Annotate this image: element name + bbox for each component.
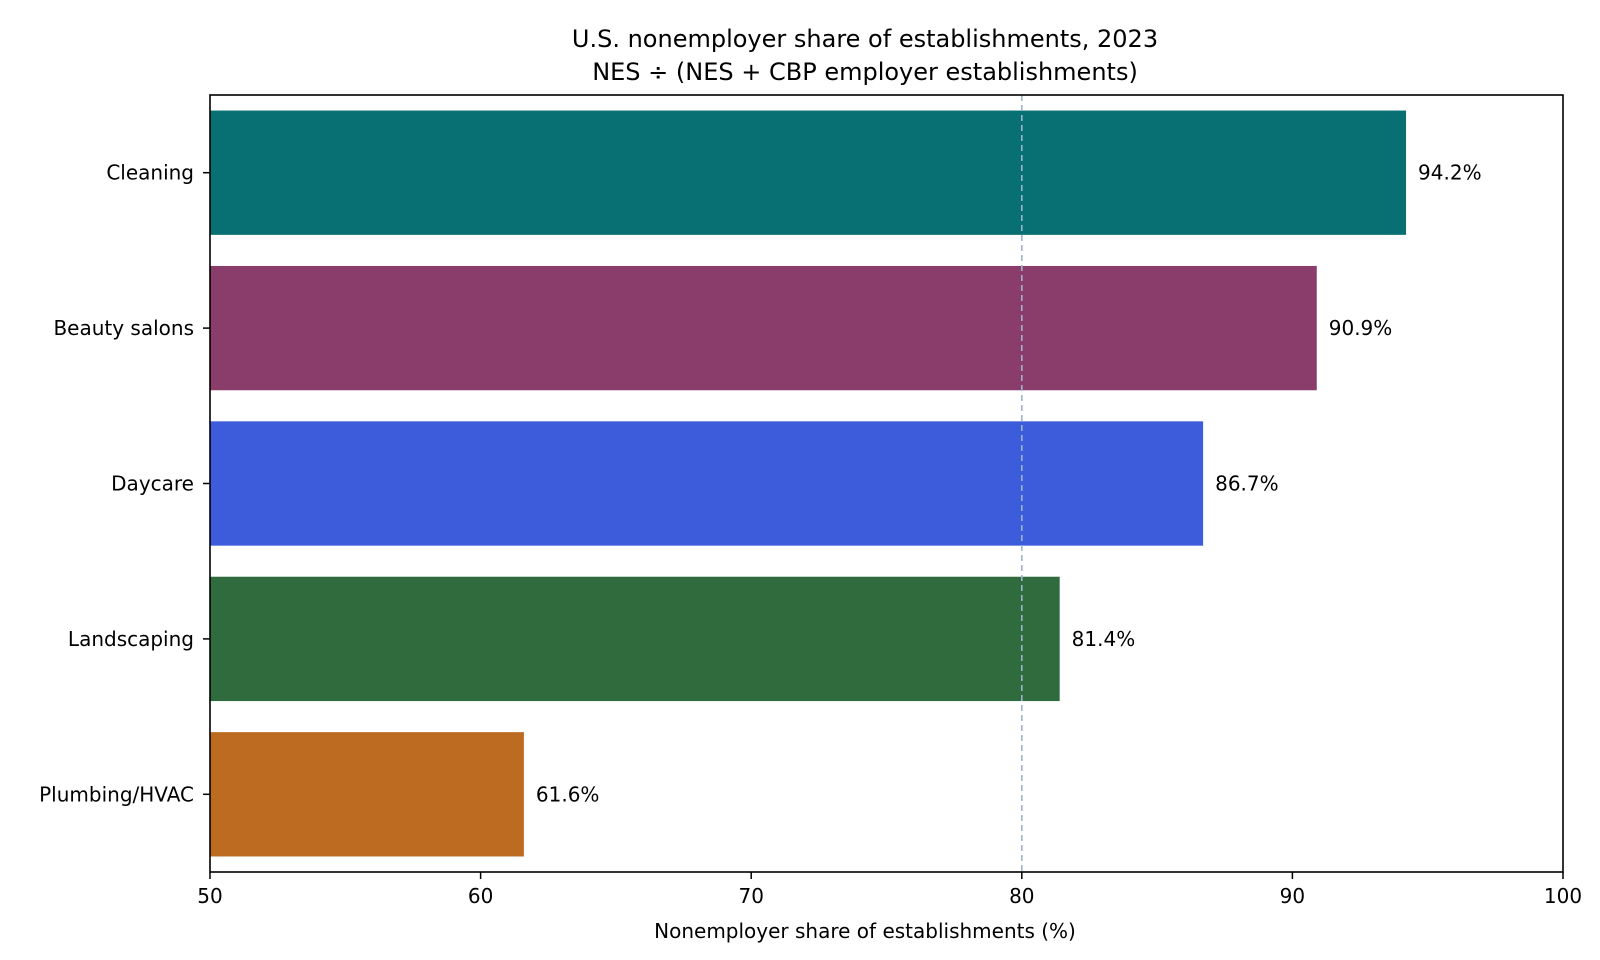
data-label: 94.2% (1418, 161, 1482, 185)
plot-frame (209, 94, 1564, 873)
x-tick-label: 100 (1544, 884, 1582, 908)
x-tick-label: 50 (197, 884, 222, 908)
x-tick-label: 90 (1280, 884, 1305, 908)
data-label: 90.9% (1329, 316, 1393, 340)
plot-area: 94.2% Cleaning 90.9% Beauty salons 86.7% Dayc… (39, 94, 1582, 908)
bar-cleaning (210, 110, 1407, 235)
x-tick-label: 80 (1009, 884, 1034, 908)
data-label: 86.7% (1215, 472, 1279, 496)
data-label: 81.4% (1072, 627, 1136, 651)
bar-plumbing-hvac (210, 732, 524, 857)
chart-subtitle: NES ÷ (NES + CBP employer establishments… (592, 58, 1138, 86)
bar-landscaping (210, 576, 1060, 702)
y-tick-label: Cleaning (106, 161, 194, 185)
chart-title: U.S. nonemployer share of establishments… (572, 25, 1158, 53)
y-tick-label: Landscaping (68, 627, 194, 651)
x-axis-label: Nonemployer share of establishments (%) (654, 919, 1076, 943)
data-label: 61.6% (536, 782, 600, 806)
bar-beauty-salons (210, 265, 1317, 391)
y-tick-label: Daycare (111, 472, 194, 496)
x-tick-label: 60 (468, 884, 493, 908)
y-tick-label: Plumbing/HVAC (39, 782, 194, 806)
bar-daycare (210, 421, 1204, 546)
y-tick-label: Beauty salons (53, 316, 194, 340)
x-tick-label: 70 (738, 884, 763, 908)
